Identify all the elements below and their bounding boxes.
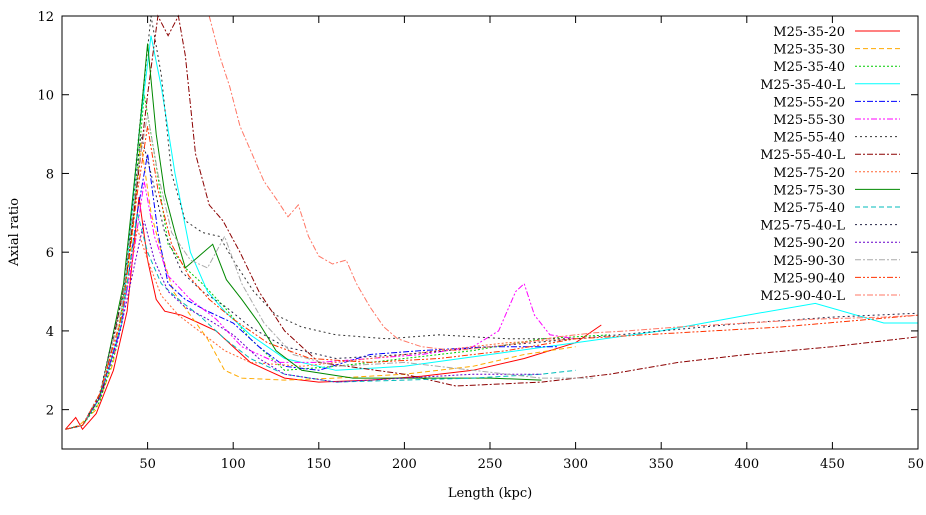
series-line-11: [65, 212, 576, 430]
x-tick-label: 450: [820, 457, 845, 472]
legend-label-6: M25-55-30: [773, 113, 845, 128]
legend-label-13: M25-90-20: [773, 236, 845, 251]
legend-label-3: M25-35-40: [773, 60, 845, 75]
x-tick-label: 50: [139, 457, 156, 472]
x-tick-label: 200: [392, 457, 417, 472]
series-line-1: [65, 197, 602, 431]
y-tick-label: 2: [46, 404, 54, 419]
x-tick-label: 50: [907, 457, 924, 472]
series-line-16: [208, 15, 919, 352]
y-tick-label: 6: [46, 246, 54, 261]
x-tick-label: 150: [306, 457, 331, 472]
legend-label-8: M25-55-40-L: [760, 148, 845, 163]
x-axis-label: Length (kpc): [448, 486, 532, 501]
series-line-13: [65, 220, 542, 430]
x-tick-label: 100: [221, 457, 246, 472]
legend-label-9: M25-75-20: [773, 166, 845, 181]
legend-label-14: M25-90-30: [773, 254, 845, 269]
x-tick-label: 400: [734, 457, 759, 472]
y-axis-label: Axial ratio: [7, 198, 22, 267]
series-line-7: [65, 15, 576, 430]
series-line-8: [65, 14, 919, 430]
legend-label-15: M25-90-40: [773, 271, 845, 286]
legend-label-5: M25-55-20: [773, 95, 845, 110]
y-tick-label: 4: [46, 325, 54, 340]
series-line-14: [65, 114, 593, 430]
legend-label-4: M25-35-40-L: [760, 78, 845, 93]
series-line-10: [65, 43, 542, 430]
y-tick-label: 10: [37, 89, 54, 104]
legend-label-10: M25-75-30: [773, 183, 845, 198]
legend-label-7: M25-55-40: [773, 131, 845, 146]
y-tick-label: 12: [37, 10, 54, 25]
ticks-layer: 50 100 150 200 250 300 350 400 450 50 2 4 6 8 10 12: [37, 10, 924, 472]
x-tick-label: 250: [478, 457, 503, 472]
legend-label-16: M25-90-40-L: [760, 289, 845, 304]
series-layer: [65, 14, 919, 431]
x-tick-label: 350: [649, 457, 674, 472]
legend-label-1: M25-35-20: [773, 25, 845, 40]
series-line-6: [65, 181, 576, 430]
legend-label-2: M25-35-30: [773, 43, 845, 58]
series-line-5: [65, 153, 559, 430]
legend: M25-35-20 M25-35-30 M25-35-40 M25-35-40-L M2…: [760, 25, 900, 304]
series-line-3: [65, 94, 610, 430]
series-line-15: [65, 126, 919, 430]
legend-label-11: M25-75-40: [773, 201, 845, 216]
y-tick-label: 8: [46, 167, 54, 182]
x-tick-label: 300: [563, 457, 588, 472]
legend-label-12: M25-75-40-L: [760, 219, 845, 234]
series-line-9: [65, 228, 576, 430]
